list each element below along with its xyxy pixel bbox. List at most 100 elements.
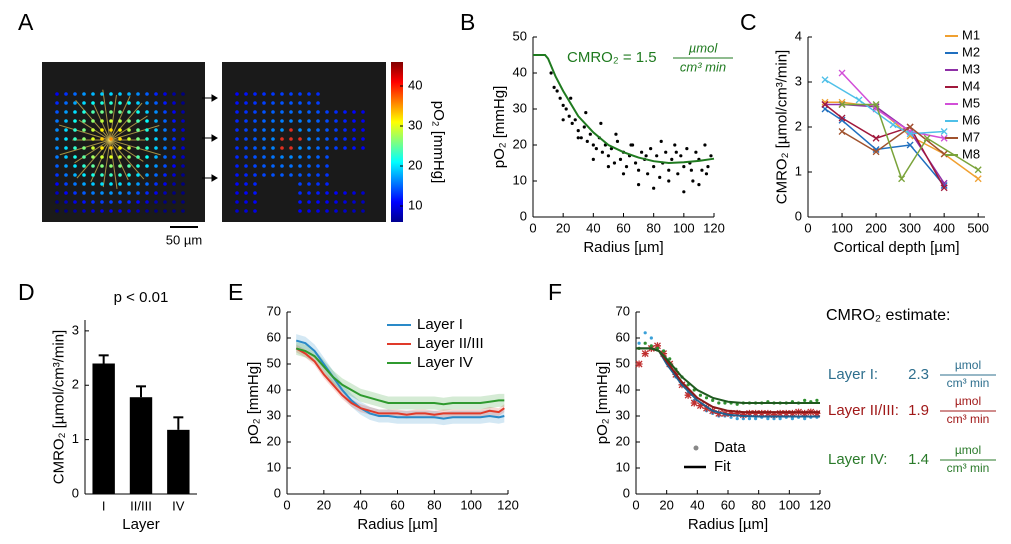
image-dot (172, 191, 176, 195)
data-point (741, 417, 745, 421)
x-tick-label: 60 (390, 497, 404, 512)
y-tick-label: 3 (72, 322, 79, 337)
image-dot (307, 128, 311, 132)
image-dot (82, 155, 86, 159)
data-point (615, 139, 620, 143)
image-dot (55, 110, 59, 114)
data-point (591, 143, 595, 147)
image-dot (73, 182, 77, 186)
y-tick-label: 50 (267, 355, 281, 370)
image-dot (136, 173, 140, 177)
image-dot (127, 119, 131, 123)
data-point (637, 341, 641, 345)
annotation: CMRO₂ = 1.5 (567, 49, 657, 66)
image-dot (82, 101, 86, 105)
image-dot (145, 173, 149, 177)
data-point (624, 165, 629, 169)
image-dot (118, 137, 122, 141)
image-dot (145, 110, 149, 114)
image-dot (343, 110, 347, 114)
image-dot (109, 191, 113, 195)
image-dot (289, 101, 293, 105)
data-point (667, 179, 671, 183)
image-dot (163, 137, 167, 141)
image-dot (82, 92, 86, 96)
image-dot (91, 119, 95, 123)
data-point (685, 147, 689, 151)
image-dot (280, 128, 284, 132)
y-tick-label: 0 (795, 208, 802, 223)
data-point (676, 172, 680, 176)
scale-bar-label: 50 µm (166, 232, 202, 247)
data-point (940, 128, 948, 135)
data-point (723, 401, 727, 405)
image-dot (172, 128, 176, 132)
image-dot (307, 155, 311, 159)
image-dot (343, 137, 347, 141)
image-dot (91, 191, 95, 195)
image-dot (109, 119, 113, 123)
image-dot (244, 128, 248, 132)
image-dot (235, 128, 239, 132)
data-point (872, 146, 880, 153)
data-point (679, 154, 683, 158)
image-dot (154, 191, 158, 195)
image-dot (82, 128, 86, 132)
data-point (579, 136, 583, 140)
image-dot (64, 110, 68, 114)
image-dot (253, 92, 257, 96)
estimate-value: 1.4 (908, 451, 929, 468)
image-dot (82, 110, 86, 114)
image-dot (262, 101, 266, 105)
data-point (764, 409, 772, 417)
y-axis-label: pO₂ [mmHg] (491, 86, 508, 169)
data-point (821, 101, 829, 108)
image-dot (253, 137, 257, 141)
image-dot (244, 110, 248, 114)
data-point (561, 103, 565, 107)
x-axis-label: Cortical depth [µm] (833, 239, 959, 256)
image-dot (73, 119, 77, 123)
panel-letter: C (740, 9, 757, 35)
image-dot (244, 146, 248, 150)
image-dot (145, 128, 149, 132)
image-dot (244, 101, 248, 105)
image-dot (100, 164, 104, 168)
image-dot (235, 173, 239, 177)
image-dot (244, 119, 248, 123)
data-point (555, 89, 559, 93)
data-point (594, 147, 598, 151)
image-dot (73, 173, 77, 177)
data-point (690, 399, 698, 407)
image-dot (271, 137, 275, 141)
image-dot (181, 110, 185, 114)
image-dot (127, 146, 131, 150)
data-point (923, 134, 931, 142)
data-point (974, 175, 982, 183)
image-dot (262, 173, 266, 177)
image-dot (55, 101, 59, 105)
image-dot (244, 164, 248, 168)
y-tick-label: 60 (616, 329, 630, 344)
image-dot (316, 110, 320, 114)
data-point (689, 168, 693, 172)
image-dot (352, 191, 356, 195)
image-dot (73, 200, 77, 204)
image-dot (118, 128, 122, 132)
image-dot (109, 209, 113, 213)
image-dot (316, 173, 320, 177)
image-dot (298, 119, 302, 123)
image-dot (253, 110, 257, 114)
data-point (855, 96, 863, 104)
data-point (569, 96, 573, 100)
estimate-unit: µmol (955, 443, 981, 457)
y-tick-label: 4 (795, 28, 802, 43)
data-point (567, 114, 571, 118)
image-dot (145, 119, 149, 123)
image-dot (64, 200, 68, 204)
image-dot (163, 155, 167, 159)
image-dot (172, 101, 176, 105)
data-point (838, 101, 846, 108)
image-dot (55, 191, 59, 195)
image-dot (136, 128, 140, 132)
